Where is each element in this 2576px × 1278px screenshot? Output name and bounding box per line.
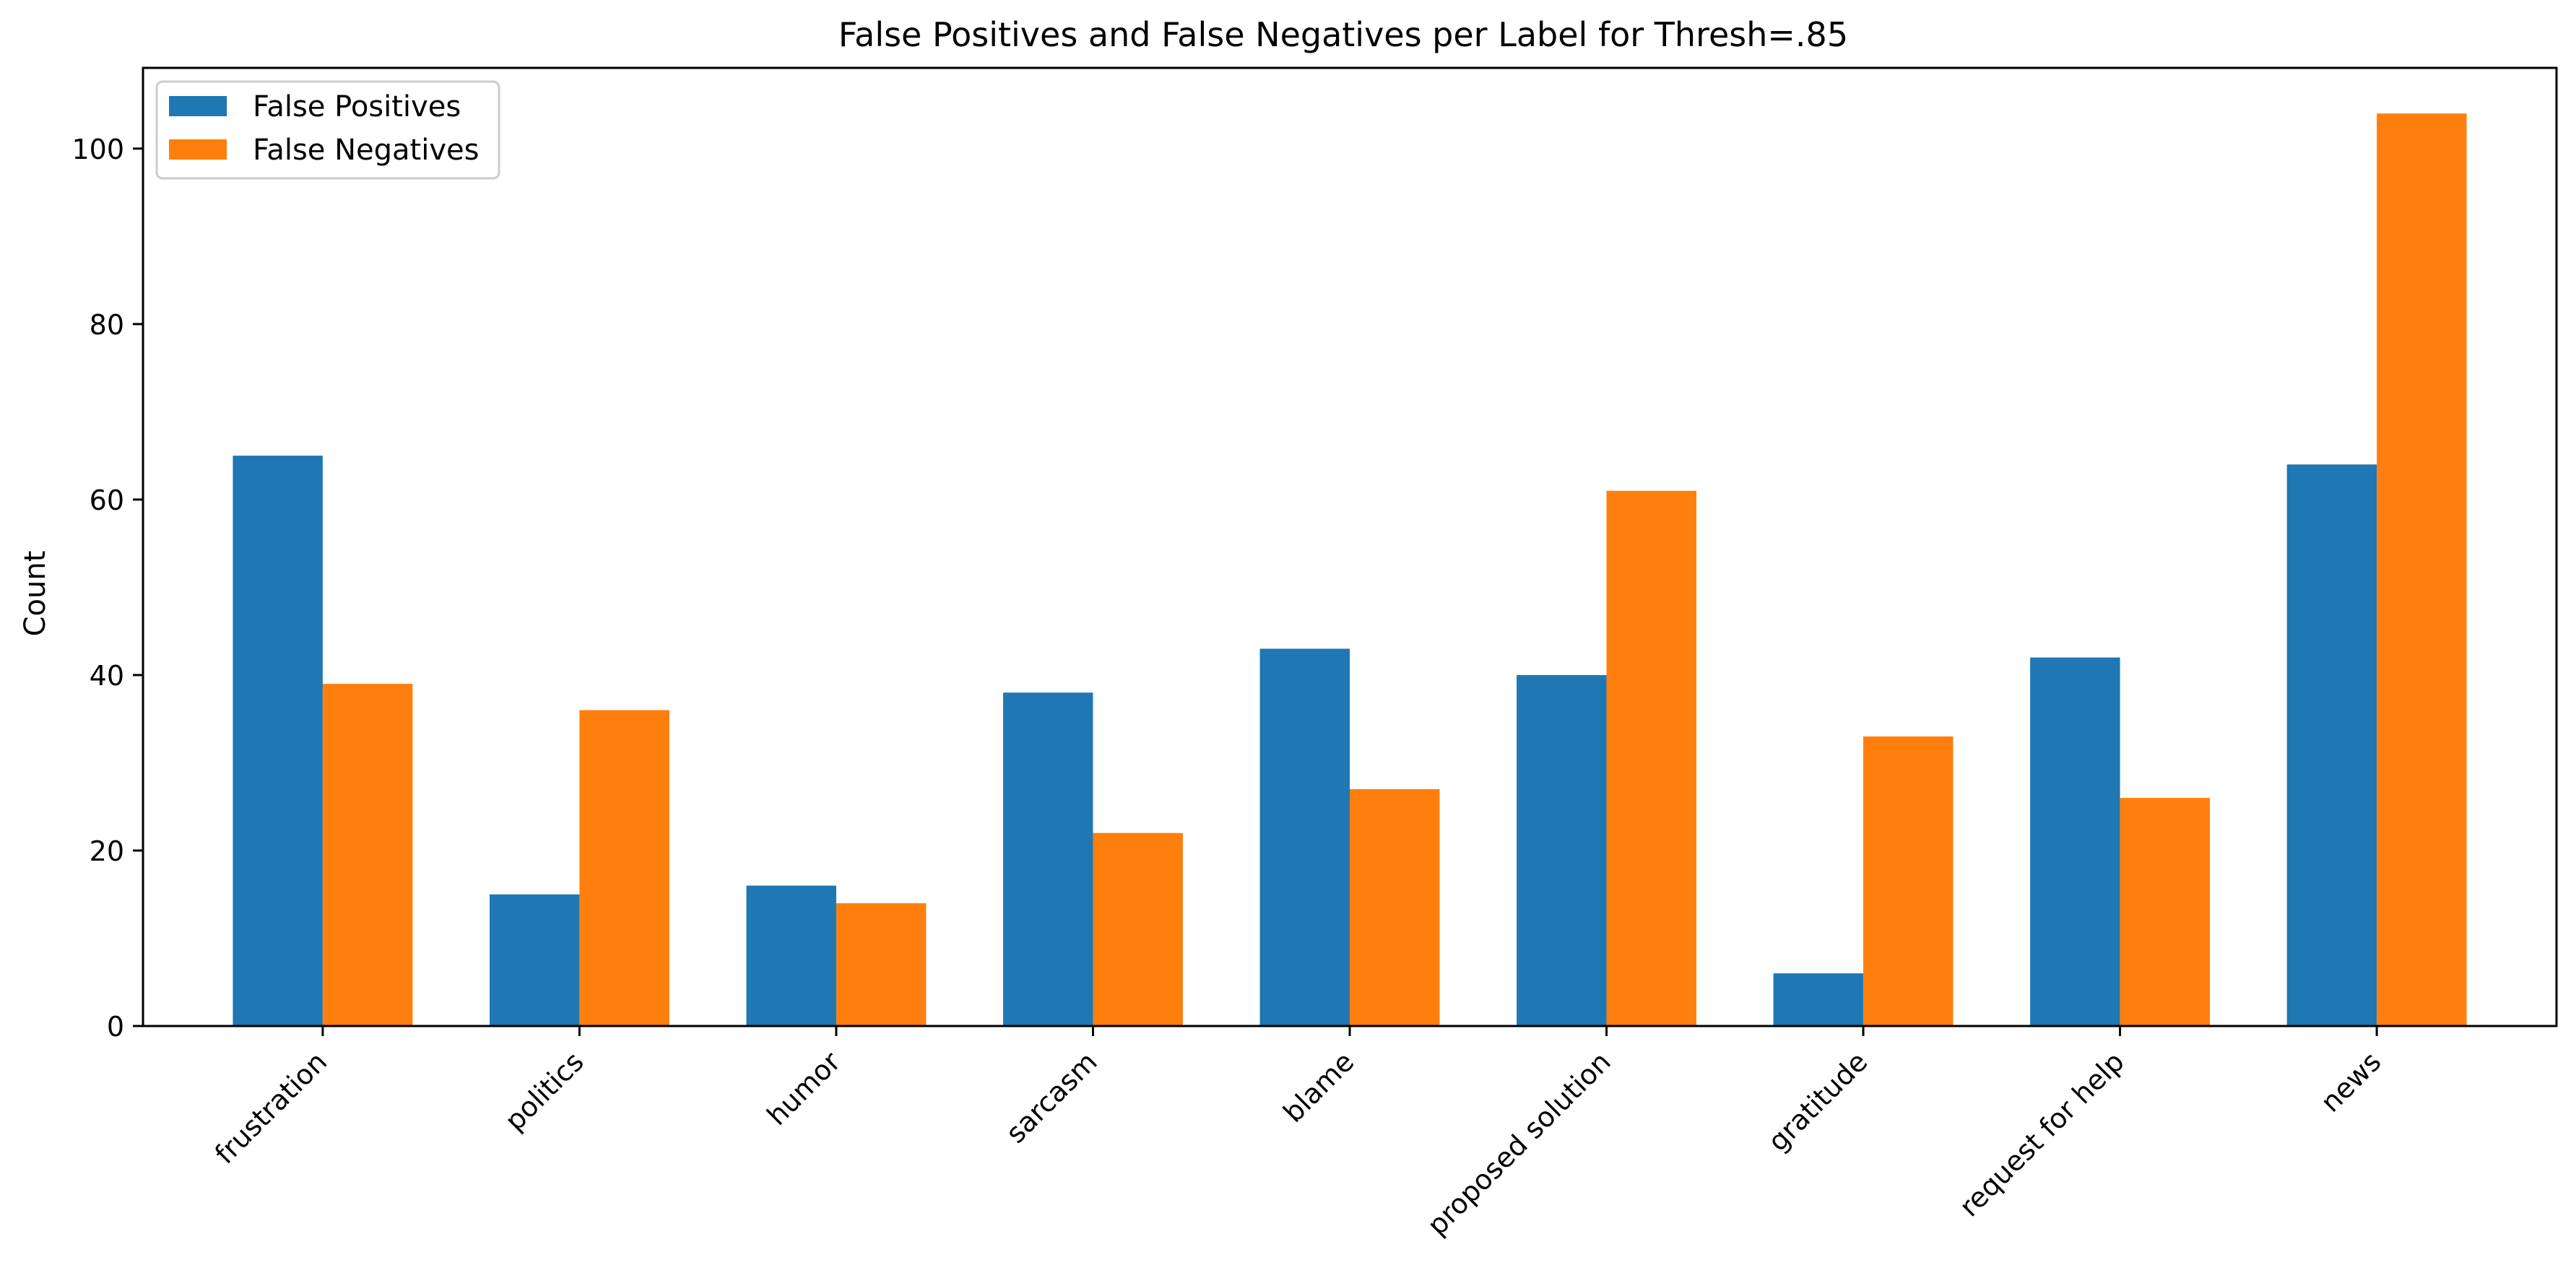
bar-false-positives-proposed-solution xyxy=(1517,674,1607,1026)
bar-false-positives-frustration xyxy=(233,456,323,1026)
chart-title: False Positives and False Negatives per … xyxy=(838,15,1848,54)
bar-false-negatives-news xyxy=(2377,113,2467,1027)
y-tick-label: 100 xyxy=(71,134,124,165)
bar-false-positives-news xyxy=(2286,464,2377,1026)
plot-area-frame xyxy=(142,66,2558,1027)
legend: False Positives False Negatives xyxy=(155,80,500,180)
y-tick-label: 0 xyxy=(107,1011,124,1043)
legend-swatch-false-positives xyxy=(169,96,227,116)
y-tick-label: 40 xyxy=(90,660,124,692)
bar-false-negatives-humor xyxy=(836,903,927,1026)
bar-false-positives-blame xyxy=(1259,648,1350,1026)
legend-swatch-false-negatives xyxy=(169,139,227,160)
bar-false-negatives-politics xyxy=(579,710,669,1026)
bar-false-negatives-proposed-solution xyxy=(1606,490,1696,1026)
bar-false-negatives-frustration xyxy=(322,684,413,1026)
y-axis-label: Count xyxy=(19,551,52,637)
bar-false-negatives-request-for-help xyxy=(2120,798,2211,1026)
bar-false-positives-sarcasm xyxy=(1003,692,1093,1026)
bar-false-positives-politics xyxy=(489,894,580,1026)
bar-false-negatives-blame xyxy=(1350,788,1440,1026)
bar-false-negatives-gratitude xyxy=(1863,736,1953,1026)
y-tick-label: 20 xyxy=(90,835,124,867)
bars-layer xyxy=(233,113,2467,1027)
y-tick-label: 80 xyxy=(90,309,124,341)
legend-label-false-positives: False Positives xyxy=(253,90,461,123)
bar-false-positives-request-for-help xyxy=(2030,657,2120,1026)
legend-box xyxy=(155,80,500,180)
bar-false-positives-gratitude xyxy=(1773,973,1864,1026)
legend-label-false-negatives: False Negatives xyxy=(253,134,479,167)
y-axis: 0 20 40 60 80 100 xyxy=(71,134,143,1043)
y-tick-label: 60 xyxy=(90,484,124,516)
bar-false-positives-humor xyxy=(746,885,836,1026)
bar-false-negatives-sarcasm xyxy=(1093,833,1183,1026)
